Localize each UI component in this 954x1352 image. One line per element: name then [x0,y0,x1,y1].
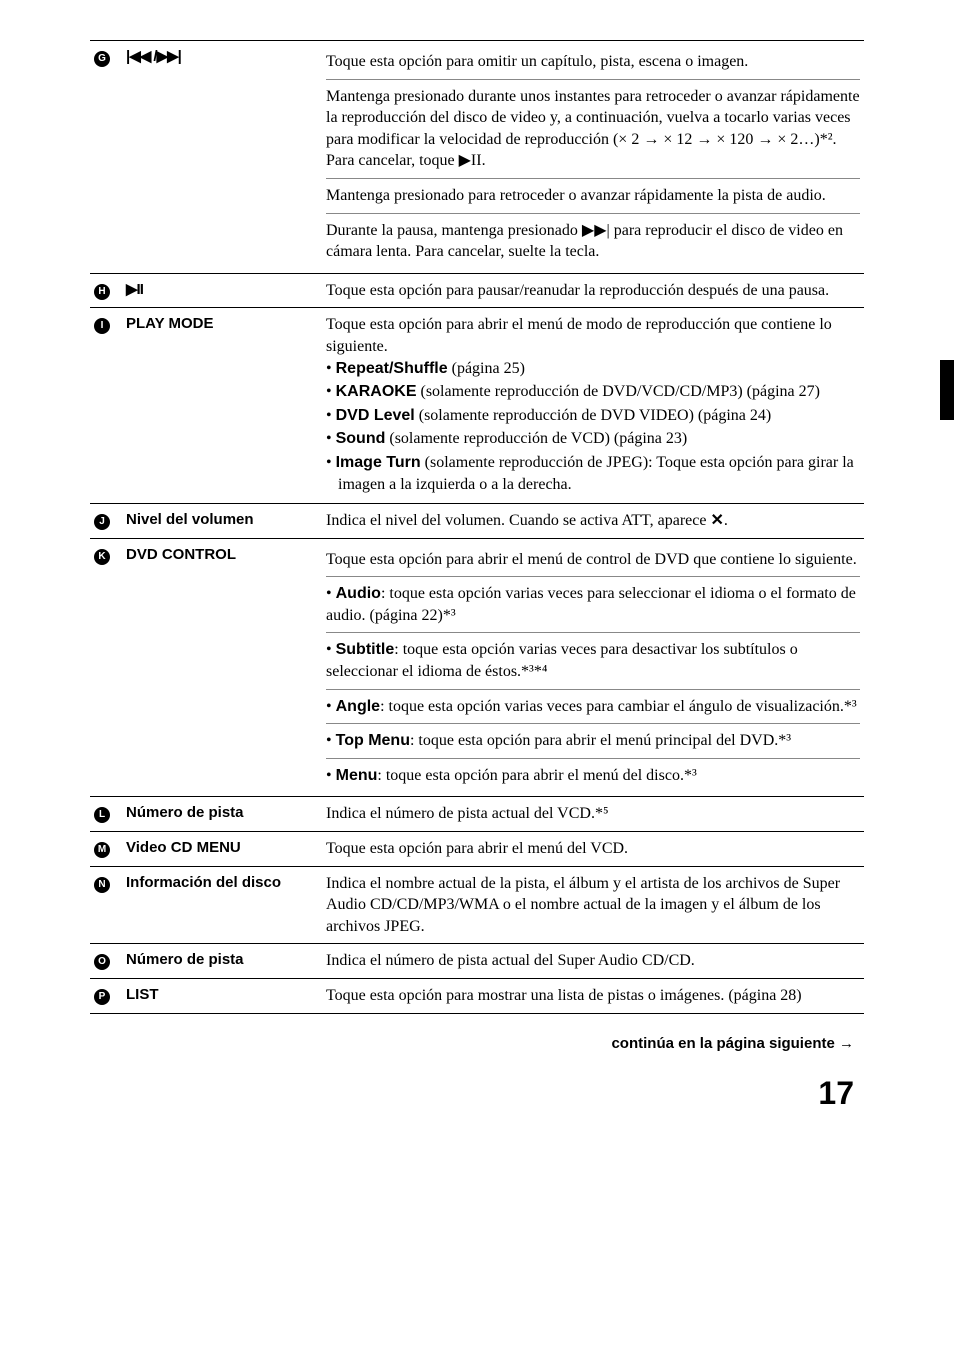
k-intro: Toque esta opción para abrir el menú de … [326,545,860,575]
k-bullet-4: • Menu: toque esta opción para abrir el … [326,758,860,791]
controls-table: G |◀◀ /▶▶| Toque esta opción para omitir… [90,40,864,1014]
row-p: P LIST Toque esta opción para mostrar un… [90,979,864,1014]
desc-n: Indica el nombre actual de la pista, el … [322,866,864,944]
marker-o: O [94,954,110,970]
desc-m: Toque esta opción para abrir el menú del… [322,832,864,867]
g-block-3: Durante la pausa, mantenga presionado ▶▶… [326,213,860,267]
play-pause-icon: ▶II [126,281,143,298]
marker-h: H [94,284,110,300]
g-block-1: Mantenga presionado durante unos instant… [326,79,860,176]
side-tab [940,360,954,420]
desc-j: Indica el nivel del volumen. Cuando se a… [322,504,864,539]
row-end [90,1013,864,1014]
continue-footer: continúa en la página siguiente → [90,1034,864,1054]
label-vcd-menu: Video CD MENU [122,832,322,867]
marker-p: P [94,989,110,1005]
i-intro: Toque esta opción para abrir el menú de … [326,314,860,357]
desc-p: Toque esta opción para mostrar una lista… [322,979,864,1014]
label-play-mode: PLAY MODE [122,308,322,504]
label-dvd-control: DVD CONTROL [122,538,322,797]
label-track-vcd: Número de pista [122,797,322,832]
desc-l: Indica el número de pista actual del VCD… [322,797,864,832]
desc-k: Toque esta opción para abrir el menú de … [322,538,864,797]
label-list: LIST [122,979,322,1014]
i-bullet-1: KARAOKE (solamente reproducción de DVD/V… [326,381,860,403]
marker-m: M [94,842,110,858]
marker-g: G [94,51,110,67]
row-k: K DVD CONTROL Toque esta opción para abr… [90,538,864,797]
i-bullet-4: Image Turn (solamente reproducción de JP… [326,452,860,495]
desc-h: Toque esta opción para pausar/reanudar l… [322,273,864,308]
mute-icon: ✕ [710,510,723,532]
marker-j: J [94,514,110,530]
label-volume: Nivel del volumen [122,504,322,539]
desc-i: Toque esta opción para abrir el menú de … [322,308,864,504]
g-block-2: Mantenga presionado para retroceder o av… [326,178,860,211]
page-number: 17 [90,1072,864,1115]
i-bullet-3: Sound (solamente reproducción de VCD) (p… [326,428,860,450]
k-bullet-1: • Subtitle: toque esta opción varias vec… [326,632,860,686]
i-bullet-2: DVD Level (solamente reproducción de DVD… [326,405,860,427]
g-block-0: Toque esta opción para omitir un capítul… [326,47,860,77]
row-m: M Video CD MENU Toque esta opción para a… [90,832,864,867]
marker-l: L [94,807,110,823]
k-bullet-2: • Angle: toque esta opción varias veces … [326,689,860,722]
marker-i: I [94,318,110,334]
row-i: I PLAY MODE Toque esta opción para abrir… [90,308,864,504]
desc-o: Indica el número de pista actual del Sup… [322,944,864,979]
k-bullet-3: • Top Menu: toque esta opción para abrir… [326,723,860,756]
label-disc-info: Información del disco [122,866,322,944]
i-bullets: Repeat/Shuffle (página 25) KARAOKE (sola… [326,358,860,496]
desc-g: Toque esta opción para omitir un capítul… [322,41,864,274]
k-bullet-0: • Audio: toque esta opción varias veces … [326,576,860,630]
row-n: N Información del disco Indica el nombre… [90,866,864,944]
row-j: J Nivel del volumen Indica el nivel del … [90,504,864,539]
label-track-sacd: Número de pista [122,944,322,979]
marker-n: N [94,877,110,893]
row-g: G |◀◀ /▶▶| Toque esta opción para omitir… [90,41,864,274]
row-h: H ▶II Toque esta opción para pausar/rean… [90,273,864,308]
row-l: L Número de pista Indica el número de pi… [90,797,864,832]
skip-icon: |◀◀ /▶▶| [126,48,181,65]
marker-k: K [94,549,110,565]
row-o: O Número de pista Indica el número de pi… [90,944,864,979]
i-bullet-0: Repeat/Shuffle (página 25) [326,358,860,380]
